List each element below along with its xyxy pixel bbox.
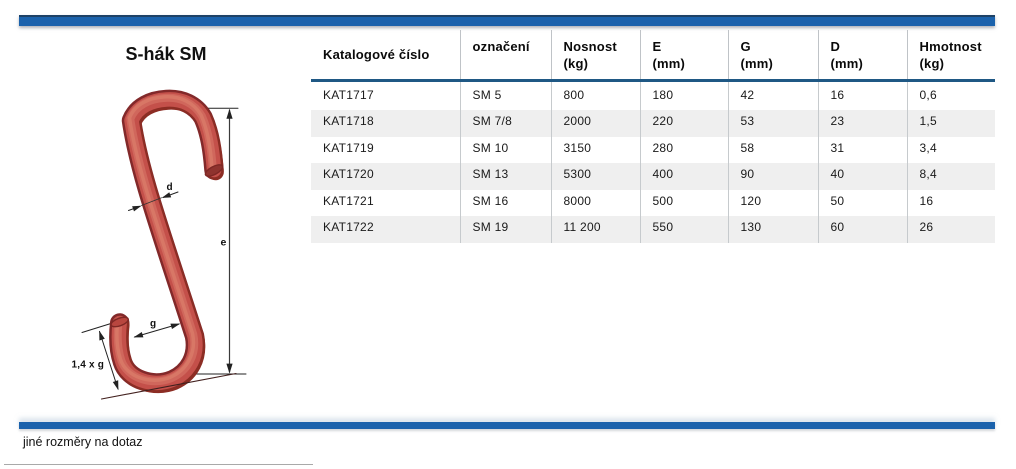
svg-text:g: g [150, 319, 156, 330]
svg-text:e: e [221, 237, 227, 249]
svg-text:1,4 x g: 1,4 x g [72, 360, 105, 371]
svg-text:d: d [167, 182, 173, 193]
